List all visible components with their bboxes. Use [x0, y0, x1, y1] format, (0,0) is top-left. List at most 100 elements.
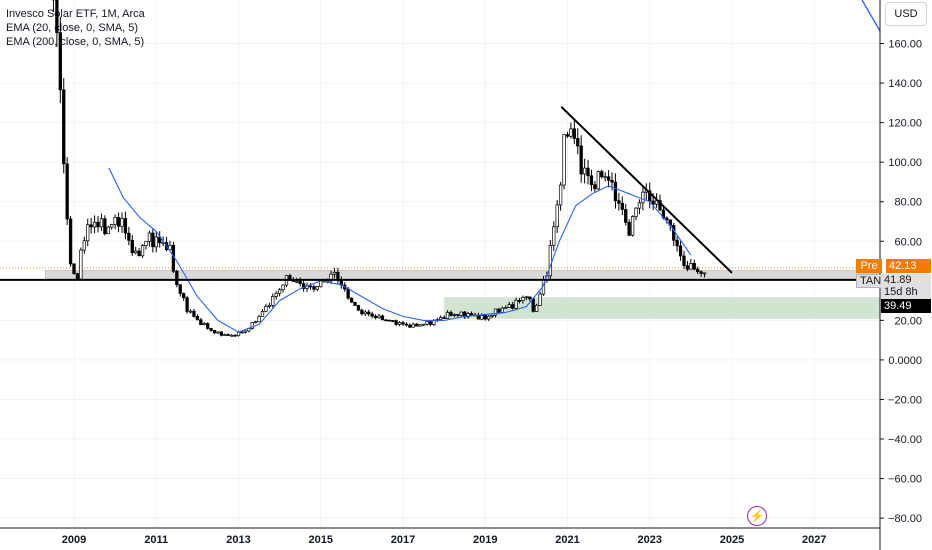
ema200-legend[interactable]: EMA (200, close, 0, SMA, 5) [6, 36, 145, 48]
y-axis-labels: 160.00 140.00 120.00 100.00 80.00 60.00 20.00 0… [880, 39, 922, 525]
candle-body [384, 319, 388, 322]
candle-body [394, 320, 398, 325]
candle-body [147, 232, 152, 242]
x-tick-label: 2025 [720, 534, 744, 546]
candle-body [301, 283, 306, 289]
currency-button[interactable]: USD [885, 2, 927, 26]
candle-body [603, 176, 607, 179]
candle-body [277, 289, 282, 294]
candle-body [68, 218, 73, 265]
candle-body [89, 224, 93, 228]
candle-body [678, 245, 683, 257]
candle-body [665, 217, 669, 221]
candle-body [226, 334, 230, 336]
candle-body [415, 323, 419, 327]
candle-body [127, 232, 131, 241]
candle-body [586, 167, 590, 177]
candle-body [397, 322, 402, 325]
symbol-title[interactable]: Invesco Solar ETF, 1M, Arca [6, 8, 145, 20]
y-tick-label: −60.00 [888, 474, 922, 486]
candle-body [99, 218, 104, 228]
candle-body [274, 292, 278, 297]
candle-body [58, 32, 62, 91]
x-tick-label: 2023 [637, 534, 661, 546]
candle-body [500, 307, 505, 313]
candle-body [116, 216, 121, 227]
candle-body [360, 309, 364, 315]
candle-body [137, 250, 141, 257]
candle-body [295, 280, 299, 283]
candle-body [497, 308, 501, 313]
candle-body [113, 216, 117, 225]
candle-body [428, 321, 433, 325]
x-tick-label: 2021 [555, 534, 579, 546]
candle-body [260, 310, 265, 317]
candle-body [110, 224, 114, 228]
candle-body [439, 317, 443, 320]
candle-body [552, 226, 556, 246]
premarket-label: Pre [856, 259, 882, 273]
candle-body [442, 317, 446, 319]
candle-body [120, 218, 124, 227]
candle-body [576, 138, 580, 147]
candle-body [637, 202, 642, 209]
candle-body [195, 316, 200, 321]
candle-body [558, 184, 563, 206]
flash-icon[interactable]: ⚡ [747, 506, 767, 526]
candle-body [548, 245, 552, 277]
premarket-price-tag: 42.13 [886, 259, 931, 273]
ema20-line [108, 167, 692, 333]
candle-body [617, 200, 621, 204]
candle-body [223, 334, 227, 336]
candle-body [206, 323, 210, 329]
x-tick-label: 2017 [391, 534, 415, 546]
candle-body [692, 263, 696, 270]
x-tick-label: 2009 [62, 534, 86, 546]
chart-legend: Invesco Solar ETF, 1M, Arca EMA (20, clo… [6, 7, 145, 49]
candle-body [182, 293, 186, 299]
y-tick-label: 100.00 [888, 157, 922, 169]
candle-body [377, 315, 381, 319]
candle-body [308, 285, 313, 288]
y-tick-label: 60.00 [894, 236, 922, 248]
candle-body [483, 315, 487, 320]
candle-body [185, 297, 189, 312]
candle-body [514, 300, 518, 309]
candle-body [130, 239, 134, 254]
candle-body [459, 311, 463, 316]
candle-body [281, 284, 285, 291]
candles [51, 0, 707, 337]
candle-body [363, 311, 367, 315]
candle-body [517, 300, 522, 302]
candle-body [188, 310, 193, 313]
candle-body [332, 271, 337, 275]
candle-body [62, 89, 66, 165]
candle-body [627, 222, 631, 236]
candle-body [624, 209, 628, 223]
candle-body [79, 249, 83, 280]
candle-body [216, 331, 220, 334]
candle-body [264, 306, 268, 312]
x-axis-labels: 2009 2011 2013 2015 2017 2019 2021 2023 2025 2027 [62, 534, 827, 546]
candle-body [589, 175, 594, 186]
candle-body [106, 226, 110, 235]
ema20-legend[interactable]: EMA (20, close, 0, SMA, 5) [6, 22, 139, 34]
line-price-tag: 39.49 [881, 299, 931, 313]
candle-body [315, 286, 319, 290]
candle-body [634, 207, 638, 217]
candle-body [562, 134, 566, 186]
candle-body [685, 265, 690, 270]
candle-body [493, 308, 498, 316]
y-tick-label: 20.00 [894, 315, 922, 327]
y-tick-label: −20.00 [888, 394, 922, 406]
y-tick-label: 0.0000 [888, 355, 922, 367]
candle-body [401, 322, 405, 325]
last-price-tag: 41.89 15d 8h [881, 274, 931, 300]
candle-body [682, 255, 686, 267]
candle-body [641, 191, 645, 204]
candle-body [408, 324, 412, 328]
candle-body [96, 221, 100, 228]
candle-body [230, 334, 234, 337]
candle-body [689, 263, 693, 270]
